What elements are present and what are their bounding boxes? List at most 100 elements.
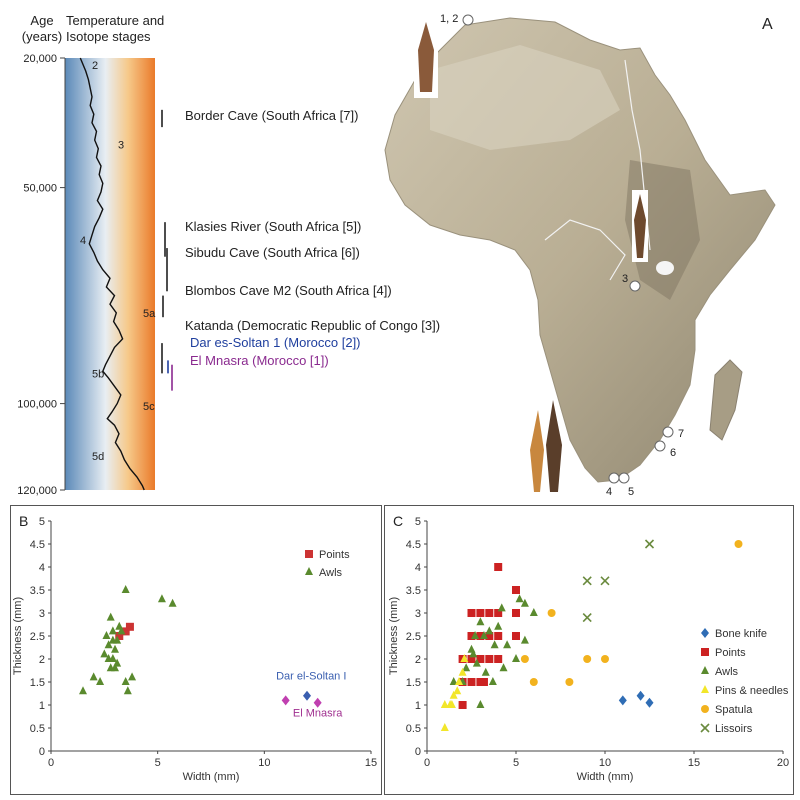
y-tick-label-2: 1 (39, 700, 45, 712)
timeline-chart: 20,000 50,000 100,000 120,000 2 3 4 5a 5b 5c 5d (17, 53, 173, 497)
point-bone-knife-2 (645, 697, 654, 708)
point-awls-20 (499, 663, 508, 672)
point-spatula-4 (583, 655, 592, 663)
annotation-0: Dar el-Soltan I (276, 671, 346, 683)
point-awls-1 (89, 672, 98, 681)
point-awls-19 (529, 608, 538, 616)
age-ticks: 20,000 50,000 100,000 120,000 (17, 53, 65, 497)
madagascar (709, 359, 743, 441)
y-tick-label-8: 4 (415, 562, 421, 574)
site-label-el-mnasra: El Mnasra (Morocco [1]) (190, 353, 329, 368)
y-tick-label-7: 3.5 (406, 585, 421, 597)
scatter-chart-b: B 0 0.5 1 1.5 2 2.5 3 3.5 4 4.5 5 0 5 10 15 Width (mm) Th… (12, 513, 377, 783)
point-points-7 (476, 655, 485, 663)
point-pins-needles-6 (460, 654, 469, 662)
point-awls-14 (503, 640, 512, 649)
x-axis-title: Width (mm) (183, 771, 240, 783)
point-awls-22 (104, 654, 113, 662)
y-tick-label-2: 1 (415, 700, 421, 712)
point-pins-needles-8 (447, 700, 456, 708)
site-label-blombos-cave: Blombos Cave M2 (South Africa [4]) (185, 283, 392, 298)
point-awls-21 (490, 640, 499, 649)
x-tick-label-2: 10 (599, 757, 611, 769)
y-tick-label-10: 5 (39, 516, 45, 528)
point-spatula-1 (529, 678, 538, 686)
site-age-bars (161, 109, 173, 391)
panel-a: Age (years) Temperature and Isotope stag… (17, 13, 776, 498)
point-pins-needles-0 (440, 723, 449, 731)
point-awls-12 (117, 626, 126, 635)
point-points-13 (494, 655, 503, 663)
data-points (79, 585, 322, 708)
congo-river (544, 219, 626, 281)
point-awls-2 (96, 677, 105, 685)
x-tick-label-4: 20 (777, 757, 789, 769)
point-awls-16 (123, 686, 132, 695)
point-points-17 (512, 632, 520, 640)
legend-label-2: Awls (715, 666, 739, 678)
site-label-katanda: Katanda (Democratic Republic of Congo [3… (185, 318, 441, 333)
point-awls-11 (476, 700, 485, 708)
point-points-10 (485, 655, 494, 663)
point-awls-22 (469, 649, 478, 658)
legend-marker-5-stroke-b (700, 723, 710, 733)
x-tick-label-3: 15 (365, 757, 377, 769)
data-points (440, 539, 743, 731)
artifact-image-central (632, 190, 648, 262)
legend-marker-4 (701, 705, 709, 713)
point-pins-needles-3 (449, 690, 458, 699)
y-tick-label-9: 4.5 (406, 539, 421, 551)
isotope-stage-labels: 2 3 4 5a 5b 5c 5d (80, 60, 156, 463)
point-points-2 (125, 622, 134, 631)
point-awls-20 (108, 635, 117, 644)
point-awls-8 (481, 667, 490, 676)
y-tick-label-5: 2.5 (30, 631, 45, 643)
x-tick-label-2: 10 (258, 757, 270, 769)
point-points-12 (485, 609, 494, 617)
site-label-border-cave: Border Cave (South Africa [7]) (185, 108, 359, 123)
y-tick-label-6: 3 (415, 608, 421, 620)
y-tick-label-10: 5 (415, 516, 421, 528)
y-tick-label-0: 0 (415, 746, 421, 758)
isotope-stage-label-5a: 5a (143, 308, 156, 320)
legend-label-4: Spatula (715, 704, 753, 716)
temperature-curve (79, 57, 145, 491)
y-tick-label-3: 1.5 (30, 677, 45, 689)
map-site-marker-4-label: 4 (606, 486, 612, 498)
age-axis-header-line2: (years) (21, 29, 63, 44)
point-spatula-5 (601, 655, 609, 663)
point-awls-4 (104, 640, 113, 649)
point-points-16 (494, 563, 503, 571)
point-awls-0 (449, 677, 458, 685)
map-site-marker-6-label: 6 (670, 447, 676, 459)
map-site-marker-3-label: 3 (622, 273, 628, 285)
temperature-header-line1: Temperature and (66, 13, 165, 28)
point-awls-15 (128, 672, 137, 681)
x-tick-label-1: 5 (513, 757, 519, 769)
isotope-stage-label-5c: 5c (143, 401, 155, 413)
point-awls-4 (471, 631, 480, 639)
point-awls-9 (485, 626, 494, 635)
y-tick-label-4: 2 (415, 654, 421, 666)
point-awls-2 (462, 663, 471, 672)
map-site-marker-5: 5 (618, 472, 634, 498)
point-lissoirs-3-stroke-b (644, 539, 655, 549)
panel-label-B: B (19, 513, 28, 529)
point-points-15 (494, 609, 503, 617)
point-spatula-2 (547, 609, 556, 617)
y-axis-title: Thickness (mm) (12, 597, 24, 675)
point-lissoirs-2-stroke-b (582, 613, 592, 623)
isotope-stage-label-4: 4 (80, 235, 86, 247)
point-awls-17 (121, 585, 130, 593)
point-awls-5 (106, 612, 115, 621)
y-axis-title: Thickness (mm) (388, 597, 400, 675)
temperature-column-header: Temperature and Isotope stages (66, 13, 186, 45)
y-tick-label-7: 3.5 (30, 585, 45, 597)
africa-map: 1, 2 3 4 5 6 7 (384, 13, 776, 498)
point-awls-6 (476, 617, 485, 626)
y-tick-label-1: 0.5 (30, 723, 45, 735)
point-awls-14 (121, 677, 130, 685)
point-lissoirs-1-stroke-b (600, 576, 610, 586)
isotope-stage-label-5d: 5d (92, 451, 104, 463)
legend-label-5: Lissoirs (715, 723, 753, 735)
